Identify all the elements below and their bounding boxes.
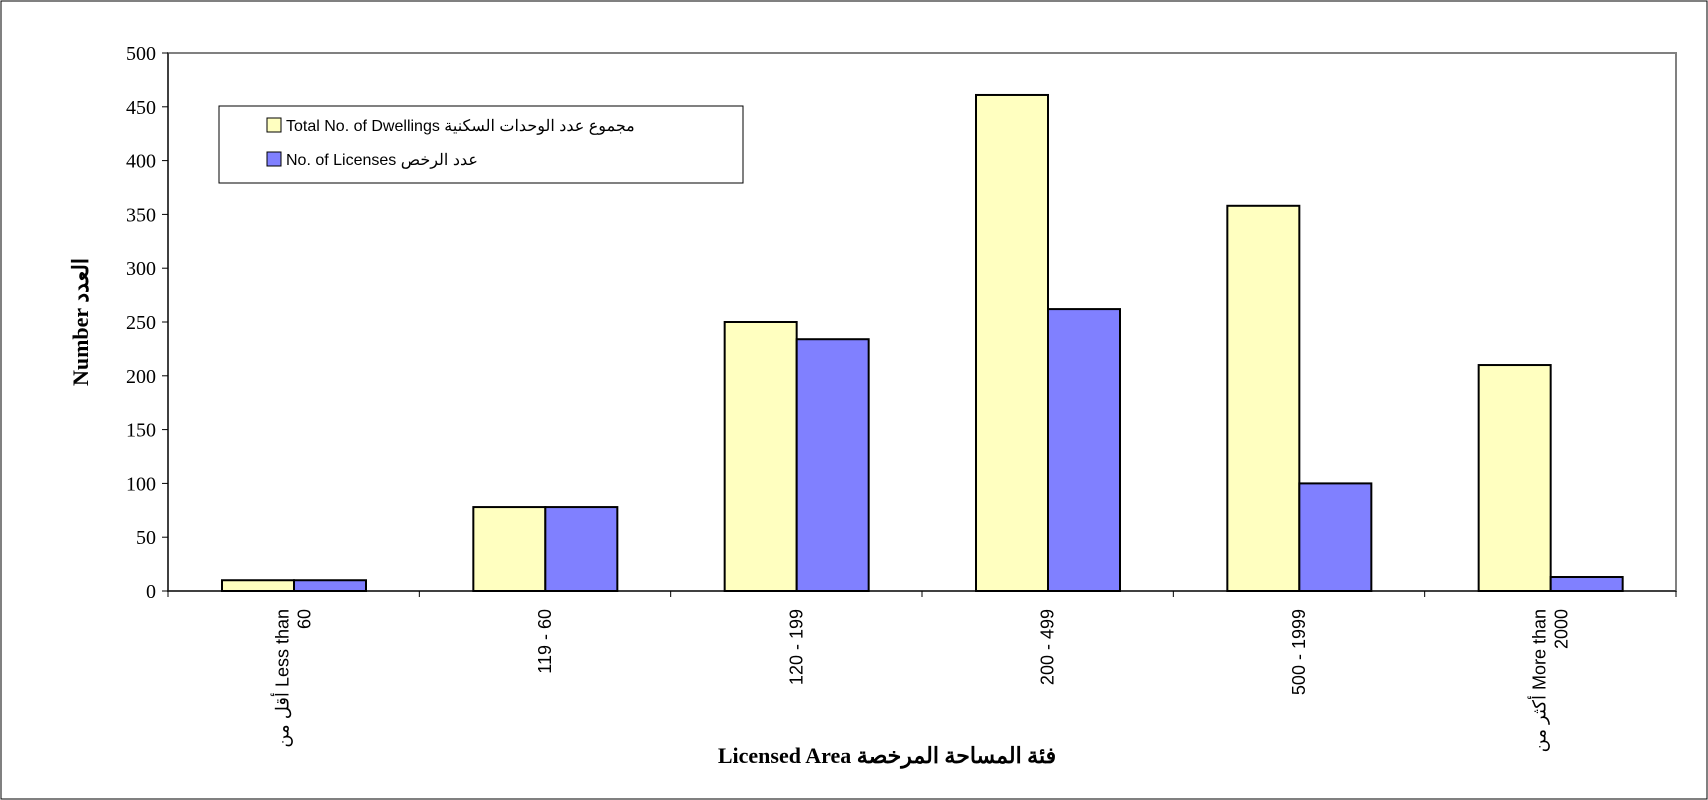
y-tick-label-7: 350 — [126, 204, 156, 226]
bar-licenses-0 — [293, 579, 367, 592]
bar-total-dwellings-4 — [1226, 204, 1301, 593]
legend-item-licenses: No. of Licenses عدد الرخص — [266, 151, 478, 169]
y-tick-label-8: 400 — [126, 151, 156, 173]
legend-item-total-dwellings: Total No. of Dwellings مجموع عدد الوحدات… — [266, 117, 635, 135]
bar-total-dwellings-5 — [1477, 364, 1552, 593]
x-tick-label-4: 500 - 1999 — [1289, 609, 1309, 695]
y-tick-label-5: 250 — [126, 312, 156, 334]
bar-total-dwellings-1 — [472, 506, 547, 592]
y-tick-label-3: 150 — [126, 420, 156, 442]
legend: Total No. of Dwellings مجموع عدد الوحدات… — [218, 105, 744, 184]
legend-label-total-dwellings: Total No. of Dwellings مجموع عدد الوحدات… — [286, 118, 635, 135]
x-tick-label-1: 119 - 60 — [535, 609, 555, 674]
x-axis-title: Licensed Area فئة المساحة المرخصة — [718, 743, 1056, 769]
y-tick-label-10: 500 — [126, 43, 156, 65]
legend-label-licenses: No. of Licenses عدد الرخص — [286, 152, 478, 169]
x-axis-ticks: أقل من Less than 60 119 - 60 120 - 199 200 -… — [167, 591, 1677, 752]
x-tick-label-2: 120 - 199 — [786, 609, 806, 685]
bar-total-dwellings-2 — [723, 321, 798, 592]
legend-swatch-licenses — [266, 151, 282, 167]
y-tick-label-2: 100 — [126, 473, 156, 495]
legend-swatch-total-dwellings — [266, 117, 282, 133]
bar-licenses-3 — [1047, 308, 1121, 592]
legend-box — [218, 105, 744, 184]
bar-licenses-4 — [1298, 482, 1373, 592]
y-tick-label-0: 0 — [146, 581, 156, 603]
y-tick-label-6: 300 — [126, 258, 156, 280]
bars-layer — [221, 93, 1624, 593]
bar-licenses-1 — [544, 506, 619, 592]
x-tick-label-3: 200 - 499 — [1038, 609, 1058, 685]
y-axis-title: Number العدد — [68, 258, 93, 386]
x-tick-label-5: أكثر من More than 2000 — [1527, 609, 1571, 752]
bar-total-dwellings-0 — [221, 579, 295, 592]
bar-licenses-5 — [1549, 576, 1624, 593]
bar-licenses-2 — [795, 338, 870, 592]
bar-total-dwellings-3 — [975, 93, 1049, 593]
x-tick-label-0: أقل من Less than 60 — [271, 609, 315, 748]
y-tick-label-1: 50 — [136, 527, 156, 549]
y-tick-label-9: 450 — [126, 97, 156, 119]
y-tick-label-4: 200 — [126, 366, 156, 388]
y-axis-ticks: 0 50 100 150 200 250 300 350 400 450 500 — [126, 43, 168, 603]
